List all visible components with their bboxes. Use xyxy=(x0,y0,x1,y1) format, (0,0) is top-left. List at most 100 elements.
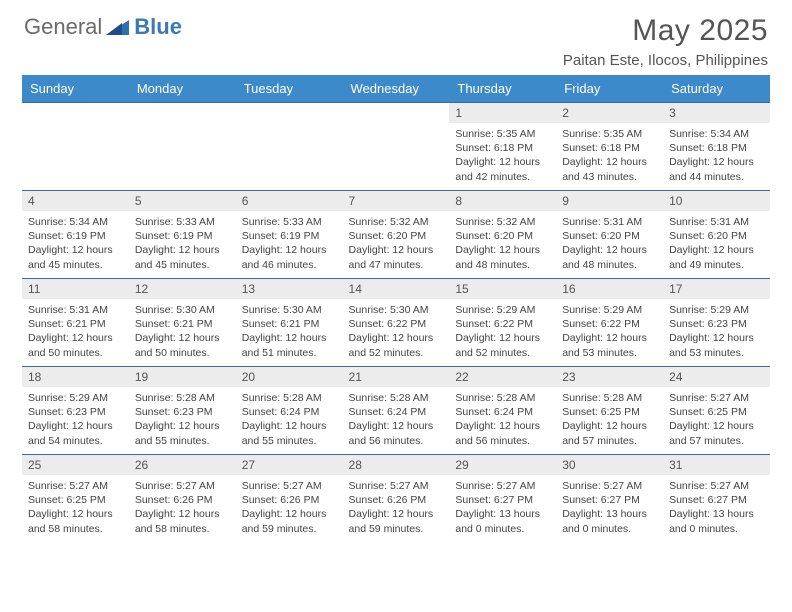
day-number: 9 xyxy=(556,191,663,211)
day-details: Sunrise: 5:34 AMSunset: 6:18 PMDaylight:… xyxy=(663,123,770,186)
day-cell: 22Sunrise: 5:28 AMSunset: 6:24 PMDayligh… xyxy=(449,367,556,455)
day-number: 17 xyxy=(663,279,770,299)
day-details: Sunrise: 5:35 AMSunset: 6:18 PMDaylight:… xyxy=(449,123,556,186)
day-cell: 27Sunrise: 5:27 AMSunset: 6:26 PMDayligh… xyxy=(236,455,343,543)
day-details: Sunrise: 5:28 AMSunset: 6:24 PMDaylight:… xyxy=(343,387,450,450)
day-cell xyxy=(343,103,450,191)
day-number: 3 xyxy=(663,103,770,123)
day-cell: 7Sunrise: 5:32 AMSunset: 6:20 PMDaylight… xyxy=(343,191,450,279)
day-cell xyxy=(22,103,129,191)
day-details: Sunrise: 5:28 AMSunset: 6:24 PMDaylight:… xyxy=(449,387,556,450)
day-number: 13 xyxy=(236,279,343,299)
day-cell: 18Sunrise: 5:29 AMSunset: 6:23 PMDayligh… xyxy=(22,367,129,455)
day-number: 2 xyxy=(556,103,663,123)
day-number: 5 xyxy=(129,191,236,211)
logo: General Blue xyxy=(24,14,182,40)
day-number: 6 xyxy=(236,191,343,211)
day-number: 1 xyxy=(449,103,556,123)
day-details: Sunrise: 5:29 AMSunset: 6:23 PMDaylight:… xyxy=(663,299,770,362)
day-cell: 31Sunrise: 5:27 AMSunset: 6:27 PMDayligh… xyxy=(663,455,770,543)
day-details: Sunrise: 5:31 AMSunset: 6:21 PMDaylight:… xyxy=(22,299,129,362)
day-cell: 16Sunrise: 5:29 AMSunset: 6:22 PMDayligh… xyxy=(556,279,663,367)
day-details: Sunrise: 5:30 AMSunset: 6:21 PMDaylight:… xyxy=(129,299,236,362)
day-number: 15 xyxy=(449,279,556,299)
day-cell: 24Sunrise: 5:27 AMSunset: 6:25 PMDayligh… xyxy=(663,367,770,455)
day-number: 26 xyxy=(129,455,236,475)
day-number: 7 xyxy=(343,191,450,211)
day-number: 14 xyxy=(343,279,450,299)
day-number: 23 xyxy=(556,367,663,387)
day-cell: 5Sunrise: 5:33 AMSunset: 6:19 PMDaylight… xyxy=(129,191,236,279)
day-details: Sunrise: 5:28 AMSunset: 6:24 PMDaylight:… xyxy=(236,387,343,450)
day-cell: 25Sunrise: 5:27 AMSunset: 6:25 PMDayligh… xyxy=(22,455,129,543)
day-cell: 11Sunrise: 5:31 AMSunset: 6:21 PMDayligh… xyxy=(22,279,129,367)
day-details: Sunrise: 5:32 AMSunset: 6:20 PMDaylight:… xyxy=(343,211,450,274)
day-details: Sunrise: 5:27 AMSunset: 6:25 PMDaylight:… xyxy=(663,387,770,450)
day-number: 12 xyxy=(129,279,236,299)
day-number: 31 xyxy=(663,455,770,475)
day-cell: 17Sunrise: 5:29 AMSunset: 6:23 PMDayligh… xyxy=(663,279,770,367)
day-cell: 23Sunrise: 5:28 AMSunset: 6:25 PMDayligh… xyxy=(556,367,663,455)
day-details: Sunrise: 5:30 AMSunset: 6:21 PMDaylight:… xyxy=(236,299,343,362)
week-row: 11Sunrise: 5:31 AMSunset: 6:21 PMDayligh… xyxy=(22,279,770,367)
day-details: Sunrise: 5:33 AMSunset: 6:19 PMDaylight:… xyxy=(236,211,343,274)
day-number: 4 xyxy=(22,191,129,211)
week-row: 18Sunrise: 5:29 AMSunset: 6:23 PMDayligh… xyxy=(22,367,770,455)
day-number: 28 xyxy=(343,455,450,475)
day-details: Sunrise: 5:27 AMSunset: 6:26 PMDaylight:… xyxy=(343,475,450,538)
day-number: 25 xyxy=(22,455,129,475)
day-cell xyxy=(129,103,236,191)
day-cell: 12Sunrise: 5:30 AMSunset: 6:21 PMDayligh… xyxy=(129,279,236,367)
day-cell: 6Sunrise: 5:33 AMSunset: 6:19 PMDaylight… xyxy=(236,191,343,279)
day-cell: 19Sunrise: 5:28 AMSunset: 6:23 PMDayligh… xyxy=(129,367,236,455)
day-cell: 9Sunrise: 5:31 AMSunset: 6:20 PMDaylight… xyxy=(556,191,663,279)
week-row: 25Sunrise: 5:27 AMSunset: 6:25 PMDayligh… xyxy=(22,455,770,543)
day-details: Sunrise: 5:27 AMSunset: 6:26 PMDaylight:… xyxy=(129,475,236,538)
day-cell: 29Sunrise: 5:27 AMSunset: 6:27 PMDayligh… xyxy=(449,455,556,543)
day-cell: 10Sunrise: 5:31 AMSunset: 6:20 PMDayligh… xyxy=(663,191,770,279)
day-number: 22 xyxy=(449,367,556,387)
day-details: Sunrise: 5:27 AMSunset: 6:27 PMDaylight:… xyxy=(449,475,556,538)
day-number: 27 xyxy=(236,455,343,475)
day-cell: 28Sunrise: 5:27 AMSunset: 6:26 PMDayligh… xyxy=(343,455,450,543)
calendar-body: 1Sunrise: 5:35 AMSunset: 6:18 PMDaylight… xyxy=(22,103,770,543)
title-block: May 2025 Paitan Este, Ilocos, Philippine… xyxy=(563,14,768,69)
day-number: 18 xyxy=(22,367,129,387)
day-cell: 13Sunrise: 5:30 AMSunset: 6:21 PMDayligh… xyxy=(236,279,343,367)
calendar: SundayMondayTuesdayWednesdayThursdayFrid… xyxy=(0,75,792,543)
weekday-header-row: SundayMondayTuesdayWednesdayThursdayFrid… xyxy=(22,75,770,103)
day-details: Sunrise: 5:31 AMSunset: 6:20 PMDaylight:… xyxy=(663,211,770,274)
day-cell: 4Sunrise: 5:34 AMSunset: 6:19 PMDaylight… xyxy=(22,191,129,279)
weekday-header: Friday xyxy=(556,75,663,103)
day-details: Sunrise: 5:31 AMSunset: 6:20 PMDaylight:… xyxy=(556,211,663,274)
day-cell: 1Sunrise: 5:35 AMSunset: 6:18 PMDaylight… xyxy=(449,103,556,191)
day-details: Sunrise: 5:29 AMSunset: 6:22 PMDaylight:… xyxy=(556,299,663,362)
day-cell: 3Sunrise: 5:34 AMSunset: 6:18 PMDaylight… xyxy=(663,103,770,191)
day-details: Sunrise: 5:27 AMSunset: 6:25 PMDaylight:… xyxy=(22,475,129,538)
day-details: Sunrise: 5:28 AMSunset: 6:25 PMDaylight:… xyxy=(556,387,663,450)
day-cell: 8Sunrise: 5:32 AMSunset: 6:20 PMDaylight… xyxy=(449,191,556,279)
day-number: 21 xyxy=(343,367,450,387)
day-cell: 14Sunrise: 5:30 AMSunset: 6:22 PMDayligh… xyxy=(343,279,450,367)
day-cell: 20Sunrise: 5:28 AMSunset: 6:24 PMDayligh… xyxy=(236,367,343,455)
day-details: Sunrise: 5:27 AMSunset: 6:26 PMDaylight:… xyxy=(236,475,343,538)
day-number: 29 xyxy=(449,455,556,475)
day-details: Sunrise: 5:28 AMSunset: 6:23 PMDaylight:… xyxy=(129,387,236,450)
day-details: Sunrise: 5:34 AMSunset: 6:19 PMDaylight:… xyxy=(22,211,129,274)
weekday-header: Thursday xyxy=(449,75,556,103)
logo-triangle-icon xyxy=(106,18,130,36)
day-cell: 15Sunrise: 5:29 AMSunset: 6:22 PMDayligh… xyxy=(449,279,556,367)
weekday-header: Monday xyxy=(129,75,236,103)
day-number: 19 xyxy=(129,367,236,387)
title-month: May 2025 xyxy=(563,14,768,48)
day-details: Sunrise: 5:29 AMSunset: 6:23 PMDaylight:… xyxy=(22,387,129,450)
day-details: Sunrise: 5:35 AMSunset: 6:18 PMDaylight:… xyxy=(556,123,663,186)
logo-text-general: General xyxy=(24,14,102,40)
day-number: 11 xyxy=(22,279,129,299)
day-number: 8 xyxy=(449,191,556,211)
day-cell: 2Sunrise: 5:35 AMSunset: 6:18 PMDaylight… xyxy=(556,103,663,191)
calendar-table: SundayMondayTuesdayWednesdayThursdayFrid… xyxy=(22,75,770,543)
title-location: Paitan Este, Ilocos, Philippines xyxy=(563,52,768,69)
week-row: 4Sunrise: 5:34 AMSunset: 6:19 PMDaylight… xyxy=(22,191,770,279)
day-details: Sunrise: 5:30 AMSunset: 6:22 PMDaylight:… xyxy=(343,299,450,362)
